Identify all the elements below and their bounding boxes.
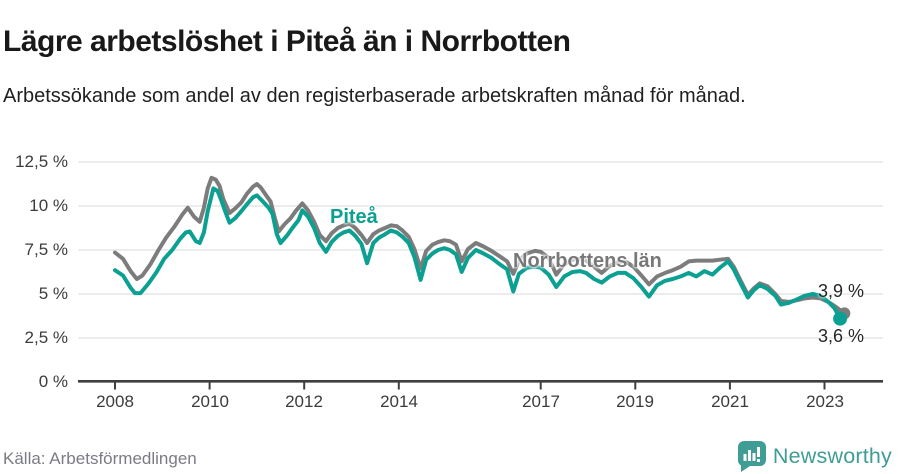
x-tick-label: 2010 <box>191 392 229 411</box>
end-value-pitea: 3,6 % <box>817 326 864 346</box>
chart-subtitle: Arbetssökande som andel av den registerb… <box>3 85 746 107</box>
x-tick-label: 2012 <box>285 392 323 411</box>
y-tick-label: 0 % <box>38 372 68 391</box>
newsworthy-wordmark: Newsworthy <box>772 443 892 468</box>
y-tick-label: 2,5 % <box>24 328 68 347</box>
end-value-norrbotten: 3,9 % <box>817 281 864 301</box>
page-title: Lägre arbetslöshet i Piteå än i Norrbott… <box>3 25 571 59</box>
x-tick-label: 2014 <box>380 392 418 411</box>
x-tick-label: 2021 <box>711 392 749 411</box>
x-tick-label: 2023 <box>806 392 844 411</box>
x-tick-label: 2008 <box>96 392 134 411</box>
x-tick-label: 2017 <box>522 392 560 411</box>
newsworthy-logo: Newsworthy <box>736 439 892 473</box>
series-label-norrbotten: Norrbottens län <box>513 250 662 272</box>
y-tick-label: 12,5 % <box>15 152 68 171</box>
newsworthy-bubble-chart-icon <box>737 440 766 472</box>
x-tick-label: 2019 <box>616 392 654 411</box>
series-label-pitea: Piteå <box>330 206 378 228</box>
source-note: Källa: Arbetsförmedlingen <box>3 449 197 468</box>
y-tick-label: 10 % <box>29 196 68 215</box>
y-tick-label: 5 % <box>38 284 68 303</box>
y-tick-label: 7,5 % <box>24 240 68 259</box>
